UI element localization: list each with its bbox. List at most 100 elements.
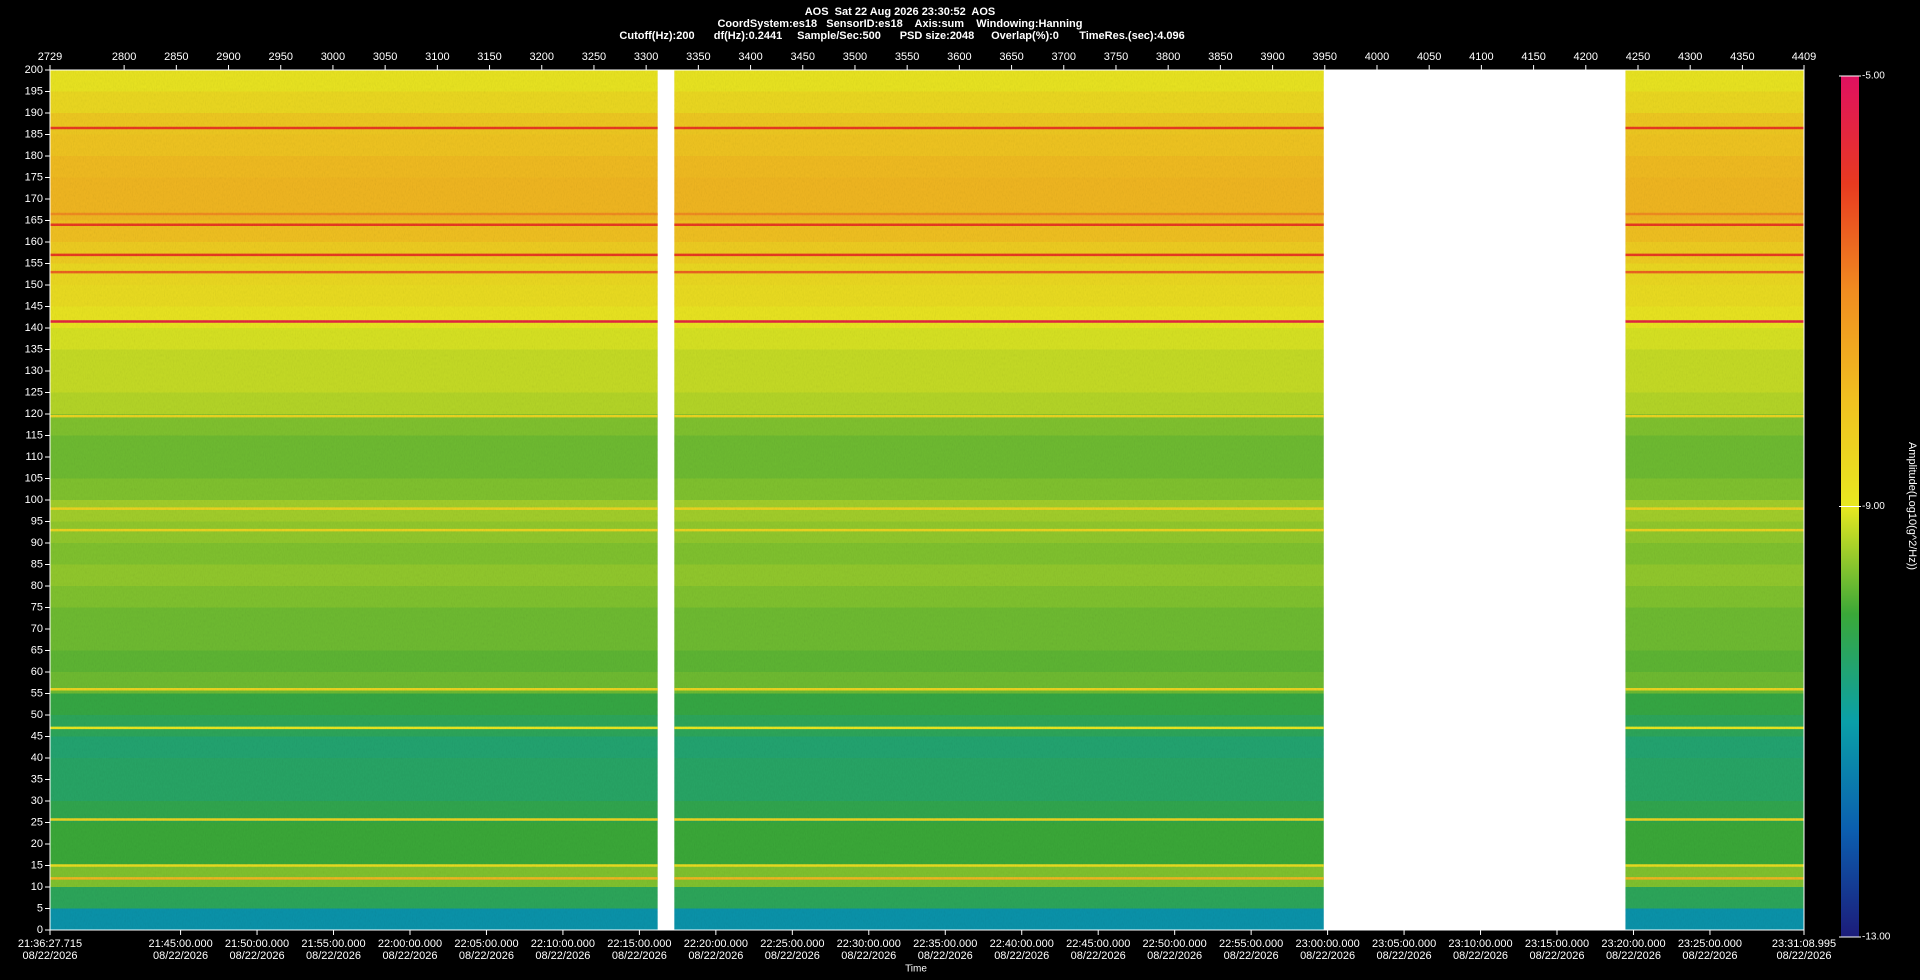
x-tick-label: 4250 bbox=[1626, 51, 1650, 63]
y-tick-label: 65 bbox=[31, 644, 43, 656]
x-tick-label: 3050 bbox=[373, 51, 397, 63]
x2-tick-label: 22:00:00.000 08/22/2026 bbox=[378, 938, 442, 962]
x2-tick-label: 22:35:00.000 08/22/2026 bbox=[913, 938, 977, 962]
x-tick-label: 2729 bbox=[38, 51, 62, 63]
y-tick-label: 135 bbox=[25, 343, 43, 355]
x-tick-label: 3650 bbox=[999, 51, 1023, 63]
y-tick-label: 25 bbox=[31, 816, 43, 828]
y-tick-label: 165 bbox=[25, 214, 43, 226]
x-tick-label: 2850 bbox=[164, 51, 188, 63]
x2-tick-label: 23:10:00.000 08/22/2026 bbox=[1448, 938, 1512, 962]
y-tick-label: 80 bbox=[31, 580, 43, 592]
x2-tick-label: 22:45:00.000 08/22/2026 bbox=[1066, 938, 1130, 962]
y-tick-label: 120 bbox=[25, 408, 43, 420]
y-tick-label: 100 bbox=[25, 494, 43, 506]
x2-tick-label: 23:00:00.000 08/22/2026 bbox=[1295, 938, 1359, 962]
header-parameter: Overlap(%):0 bbox=[991, 30, 1059, 42]
x2-tick-label: 23:25:00.000 08/22/2026 bbox=[1678, 938, 1742, 962]
colorbar-tick-label: -9.00 bbox=[1862, 501, 1885, 512]
x-tick-label: 3750 bbox=[1104, 51, 1128, 63]
y-tick-label: 0 bbox=[37, 924, 43, 936]
y-tick-label: 50 bbox=[31, 709, 43, 721]
x2-tick-label: 22:10:00.000 08/22/2026 bbox=[531, 938, 595, 962]
y-tick-label: 185 bbox=[25, 128, 43, 140]
y-tick-label: 55 bbox=[31, 687, 43, 699]
x-tick-label: 3850 bbox=[1208, 51, 1232, 63]
y-tick-label: 20 bbox=[31, 838, 43, 850]
x2-tick-label: 23:20:00.000 08/22/2026 bbox=[1601, 938, 1665, 962]
x-tick-label: 4350 bbox=[1730, 51, 1754, 63]
x2-tick-label: 21:45:00.000 08/22/2026 bbox=[148, 938, 212, 962]
x-tick-label: 3600 bbox=[947, 51, 971, 63]
x2-tick-label: 23:05:00.000 08/22/2026 bbox=[1372, 938, 1436, 962]
x-tick-label: 4100 bbox=[1469, 51, 1493, 63]
x-tick-label: 4150 bbox=[1521, 51, 1545, 63]
y-tick-label: 75 bbox=[31, 601, 43, 613]
y-tick-label: 115 bbox=[25, 429, 43, 441]
x-tick-label: 2800 bbox=[112, 51, 136, 63]
y-tick-label: 10 bbox=[31, 881, 43, 893]
data-segment bbox=[50, 70, 658, 930]
y-tick-label: 45 bbox=[31, 730, 43, 742]
chart-subtitle: CoordSystem:es18 SensorID:es18 Axis:sum … bbox=[717, 18, 1082, 30]
header-parameter: TimeRes.(sec):4.096 bbox=[1079, 30, 1185, 42]
x-tick-label: 3500 bbox=[843, 51, 867, 63]
x-tick-label: 3200 bbox=[530, 51, 554, 63]
x2-tick-label: 22:15:00.000 08/22/2026 bbox=[607, 938, 671, 962]
x2-tick-label: 22:55:00.000 08/22/2026 bbox=[1219, 938, 1283, 962]
x2-tick-label: 22:50:00.000 08/22/2026 bbox=[1143, 938, 1207, 962]
y-tick-label: 140 bbox=[25, 322, 43, 334]
y-tick-label: 60 bbox=[31, 666, 43, 678]
x-tick-label: 4000 bbox=[1365, 51, 1389, 63]
chart-title: AOS Sat 22 Aug 2026 23:30:52 AOS bbox=[805, 6, 996, 18]
y-tick-label: 15 bbox=[31, 859, 43, 871]
x-tick-label: 4300 bbox=[1678, 51, 1702, 63]
x-tick-label: 3400 bbox=[738, 51, 762, 63]
y-tick-label: 35 bbox=[31, 773, 43, 785]
y-tick-label: 180 bbox=[25, 150, 43, 162]
header-parameter: PSD size:2048 bbox=[900, 30, 975, 42]
x-axis-label: Time bbox=[905, 964, 927, 975]
x2-tick-label: 22:05:00.000 08/22/2026 bbox=[454, 938, 518, 962]
header-parameter: Cutoff(Hz):200 bbox=[619, 30, 694, 42]
y-tick-label: 150 bbox=[25, 279, 43, 291]
x-tick-label: 3000 bbox=[321, 51, 345, 63]
x-tick-label: 3250 bbox=[582, 51, 606, 63]
x-tick-label: 3700 bbox=[1052, 51, 1076, 63]
x2-tick-label: 22:30:00.000 08/22/2026 bbox=[837, 938, 901, 962]
noise-texture bbox=[1625, 70, 1804, 930]
x-tick-label: 3350 bbox=[686, 51, 710, 63]
x2-tick-label: 22:40:00.000 08/22/2026 bbox=[990, 938, 1054, 962]
y-tick-label: 145 bbox=[25, 300, 43, 312]
x-tick-label: 3950 bbox=[1313, 51, 1337, 63]
data-segment bbox=[674, 70, 1324, 930]
x-tick-label: 2900 bbox=[216, 51, 240, 63]
colorbar-tick-label: -5.00 bbox=[1862, 71, 1885, 82]
y-tick-label: 200 bbox=[25, 64, 43, 76]
y-tick-label: 110 bbox=[25, 451, 43, 463]
x-tick-label: 3800 bbox=[1156, 51, 1180, 63]
x-tick-label: 3450 bbox=[791, 51, 815, 63]
x2-tick-label: 21:50:00.000 08/22/2026 bbox=[225, 938, 289, 962]
y-tick-label: 190 bbox=[25, 107, 43, 119]
x2-tick-label: 21:55:00.000 08/22/2026 bbox=[301, 938, 365, 962]
y-tick-label: 195 bbox=[25, 85, 43, 97]
y-tick-label: 85 bbox=[31, 558, 43, 570]
x-tick-label: 4409 bbox=[1792, 51, 1816, 63]
header-parameter: Sample/Sec:500 bbox=[797, 30, 881, 42]
noise-texture bbox=[50, 70, 658, 930]
y-tick-label: 40 bbox=[31, 752, 43, 764]
y-tick-label: 160 bbox=[25, 236, 43, 248]
y-tick-label: 90 bbox=[31, 537, 43, 549]
colorbar-tick-label: -13.00 bbox=[1862, 932, 1891, 943]
x2-tick-label: 22:20:00.000 08/22/2026 bbox=[684, 938, 748, 962]
noise-texture bbox=[674, 70, 1324, 930]
x2-tick-label: 23:15:00.000 08/22/2026 bbox=[1525, 938, 1589, 962]
x2-tick-label: 21:36:27.715 08/22/2026 bbox=[18, 938, 82, 962]
x-tick-label: 3100 bbox=[425, 51, 449, 63]
y-tick-label: 95 bbox=[31, 515, 43, 527]
x-tick-label: 4200 bbox=[1574, 51, 1598, 63]
colorbar-label: Amplitude(Log10(g^2/Hz)) bbox=[1906, 442, 1918, 570]
